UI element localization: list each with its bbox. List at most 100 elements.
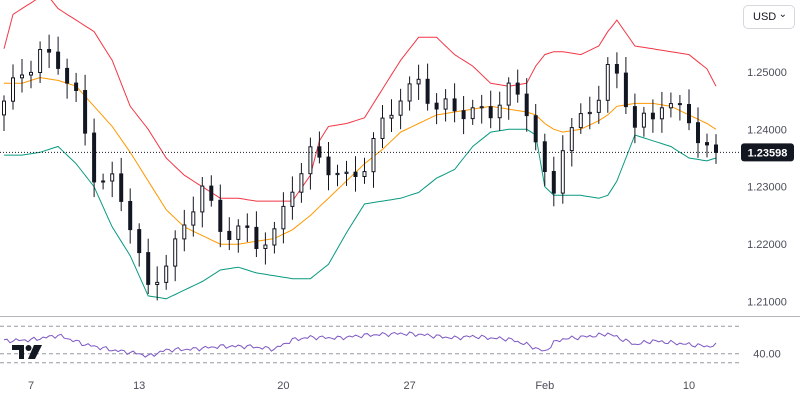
candle[interactable] xyxy=(254,211,259,257)
candle[interactable] xyxy=(173,230,178,282)
candle[interactable] xyxy=(425,63,430,111)
candle[interactable] xyxy=(155,266,160,301)
candle[interactable] xyxy=(443,89,448,122)
rsi-pane[interactable]: 40.00 xyxy=(0,325,781,364)
candle-body xyxy=(281,205,286,230)
candle[interactable] xyxy=(705,133,709,158)
candle[interactable] xyxy=(533,104,538,151)
candle[interactable] xyxy=(272,221,277,254)
candle[interactable] xyxy=(407,76,412,111)
candle[interactable] xyxy=(209,175,214,207)
candle[interactable] xyxy=(650,99,655,133)
candle[interactable] xyxy=(335,164,340,187)
candle[interactable] xyxy=(128,188,133,244)
candle-body xyxy=(470,107,475,120)
rsi-line[interactable] xyxy=(3,331,717,358)
tradingview-logo-icon[interactable] xyxy=(11,342,45,362)
candle[interactable] xyxy=(623,57,628,114)
candle[interactable] xyxy=(56,36,61,75)
bollinger-upper-band[interactable] xyxy=(3,0,717,202)
bollinger-middle-band[interactable] xyxy=(4,77,717,245)
candle[interactable] xyxy=(389,99,394,132)
candle[interactable] xyxy=(299,163,304,203)
candle[interactable] xyxy=(551,156,556,207)
candle[interactable] xyxy=(119,157,124,212)
candle[interactable] xyxy=(696,107,700,158)
candle[interactable] xyxy=(416,64,421,100)
candle[interactable] xyxy=(452,83,457,123)
candle[interactable] xyxy=(38,41,43,83)
candle-body xyxy=(335,172,340,176)
candle[interactable] xyxy=(470,99,475,125)
candle[interactable] xyxy=(596,85,601,124)
candle[interactable] xyxy=(65,58,70,99)
candle[interactable] xyxy=(29,60,33,89)
candle[interactable] xyxy=(146,238,151,294)
candle[interactable] xyxy=(560,135,565,204)
candle[interactable] xyxy=(191,196,196,237)
candle[interactable] xyxy=(714,134,718,164)
candle[interactable] xyxy=(281,192,286,244)
candle[interactable] xyxy=(569,118,574,167)
candle[interactable] xyxy=(371,132,376,188)
candle[interactable] xyxy=(488,90,493,129)
candle[interactable] xyxy=(659,91,664,133)
candle[interactable] xyxy=(641,106,646,137)
candle[interactable] xyxy=(380,105,385,148)
candle[interactable] xyxy=(353,156,358,192)
candle[interactable] xyxy=(137,223,142,267)
candle[interactable] xyxy=(218,184,223,248)
candle[interactable] xyxy=(479,94,484,124)
time-axis-label: 7 xyxy=(28,380,34,392)
candle[interactable] xyxy=(101,173,106,190)
candle[interactable] xyxy=(83,74,88,146)
candle[interactable] xyxy=(461,96,466,135)
candle[interactable] xyxy=(317,131,322,164)
candle[interactable] xyxy=(677,95,682,121)
candle[interactable] xyxy=(524,78,529,132)
candle[interactable] xyxy=(632,93,637,144)
candle-body xyxy=(128,201,133,231)
candle[interactable] xyxy=(362,157,367,184)
candle[interactable] xyxy=(47,34,52,68)
candle[interactable] xyxy=(398,88,403,130)
candle[interactable] xyxy=(326,142,331,191)
candle[interactable] xyxy=(245,213,250,242)
candle[interactable] xyxy=(200,177,205,228)
candle[interactable] xyxy=(434,93,439,125)
candle[interactable] xyxy=(110,161,115,198)
candle[interactable] xyxy=(92,118,97,198)
currency-select[interactable]: USD ⌄ xyxy=(743,5,795,29)
candle[interactable] xyxy=(263,232,268,265)
candle[interactable] xyxy=(578,103,583,134)
candle-body xyxy=(497,104,502,119)
candle[interactable] xyxy=(344,160,349,186)
candle[interactable] xyxy=(687,89,691,131)
candle[interactable] xyxy=(2,95,6,131)
candle[interactable] xyxy=(74,72,79,102)
candle[interactable] xyxy=(227,217,232,251)
candle[interactable] xyxy=(506,77,511,120)
candle[interactable] xyxy=(11,64,15,110)
candle[interactable] xyxy=(308,137,313,190)
candle-body xyxy=(92,132,97,183)
time-axis[interactable]: 7 13 20 27 Feb 10 xyxy=(28,380,695,392)
bollinger-lower-band[interactable] xyxy=(4,128,717,300)
candle[interactable] xyxy=(290,176,295,220)
candle[interactable] xyxy=(605,57,610,113)
candle[interactable] xyxy=(542,133,547,187)
candle[interactable] xyxy=(668,92,673,118)
candle[interactable] xyxy=(587,96,592,130)
candle[interactable] xyxy=(614,52,619,89)
candle[interactable] xyxy=(182,209,187,252)
candle-body xyxy=(380,117,385,139)
last-price-tag[interactable] xyxy=(741,143,794,162)
candle[interactable] xyxy=(20,59,24,93)
candle-body xyxy=(488,106,493,119)
price-pane[interactable]: 1.23598 1.21000 1.22000 1.23000 1.24000 1.250… xyxy=(0,0,794,309)
candle[interactable] xyxy=(164,254,169,290)
candle[interactable] xyxy=(515,69,520,103)
candle[interactable] xyxy=(497,91,502,131)
candle[interactable] xyxy=(236,219,241,253)
